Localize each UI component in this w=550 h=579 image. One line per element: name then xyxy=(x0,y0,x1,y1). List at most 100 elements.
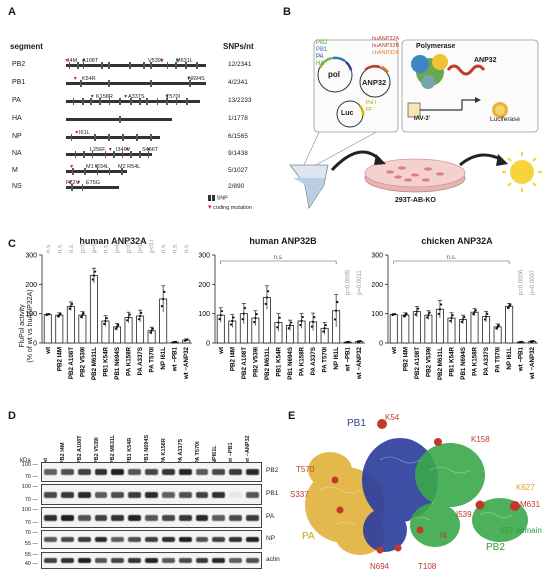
snp-tick xyxy=(122,134,124,141)
segment-name: NA xyxy=(12,150,22,157)
kda-marker: 100 — xyxy=(21,484,38,490)
kda-marker: 40 — xyxy=(24,561,38,567)
data-point xyxy=(427,314,430,317)
blot-row xyxy=(41,552,262,569)
category-label: PA T570I xyxy=(322,347,329,373)
kda-marker: 100 — xyxy=(21,462,38,468)
snp-tick xyxy=(104,151,107,158)
category-label: wt −ANP32 xyxy=(356,346,363,380)
chart-title-human-anp32a: human ANP32A xyxy=(79,236,147,246)
snp-tick xyxy=(108,62,110,69)
snp-tick xyxy=(68,62,71,69)
band xyxy=(94,536,108,543)
polymerase-label: Polymerase xyxy=(416,43,456,50)
coding-mutation-marker: ▾ xyxy=(82,58,86,64)
snp-tick xyxy=(72,98,75,105)
band xyxy=(111,491,125,498)
lane-label: PB2 A108T xyxy=(76,435,83,464)
snp-tick xyxy=(156,98,159,105)
segment-bar xyxy=(66,136,160,139)
snp-tick xyxy=(130,98,132,105)
blot-protein-label: NP xyxy=(266,534,276,542)
category-label: PA A337S xyxy=(310,347,317,375)
category-label: PB1 K54R xyxy=(102,346,109,376)
snps-header: SNPs/nt xyxy=(223,42,254,51)
data-point xyxy=(91,278,94,281)
label-k627: K627 xyxy=(516,483,535,492)
label-i4: I4 xyxy=(440,531,447,540)
category-label: PB2 M631L xyxy=(437,347,444,380)
legend-snp-label: SNP xyxy=(216,195,228,202)
band xyxy=(161,536,175,543)
data-point xyxy=(68,307,71,310)
segment-name: HA xyxy=(12,115,22,122)
band xyxy=(77,514,91,521)
band xyxy=(94,558,108,564)
significance-label: p=0.0137 xyxy=(127,240,133,253)
anp32-structure-label: ANP32 xyxy=(474,57,497,64)
blot-row xyxy=(41,530,262,549)
data-point xyxy=(151,327,154,330)
construct-huanp32b: huANP32B xyxy=(372,43,400,49)
data-point xyxy=(69,305,72,308)
data-point xyxy=(126,319,129,322)
chart-title-human-anp32b: human ANP32B xyxy=(249,236,317,246)
category-label: NP I61L xyxy=(506,347,513,370)
flupol-activity-charts: 0 100 200 300 wt PB2 I4M PB2 A108T PB2 V539I PB2… xyxy=(25,240,538,380)
significance-label: p=0.0033 xyxy=(115,240,121,253)
y-tick-label: 200 xyxy=(25,282,37,289)
category-label: PB2 A108T xyxy=(241,347,248,379)
segment-name: PB1 xyxy=(12,79,26,86)
bar xyxy=(470,311,479,344)
data-point xyxy=(483,318,486,321)
data-point xyxy=(506,306,510,310)
band xyxy=(77,469,91,476)
blot-row xyxy=(41,462,262,482)
band xyxy=(229,491,243,498)
data-point xyxy=(311,320,315,323)
band xyxy=(111,514,125,521)
snp-tick xyxy=(136,134,138,141)
category-label: PB1 N694S xyxy=(287,347,294,380)
snp-tick xyxy=(72,168,74,175)
band xyxy=(145,514,158,521)
mut-pb1-k54r: K54R xyxy=(82,76,96,82)
band xyxy=(212,514,226,521)
plasmid-poli-label: Pol I xyxy=(366,100,377,106)
cell-line-label: 293T-AB-KO xyxy=(395,197,436,204)
snp-tick xyxy=(196,62,198,69)
data-point xyxy=(138,314,142,318)
data-point xyxy=(301,315,304,319)
blot-protein-label: actin xyxy=(266,555,280,563)
legend-snp: SNP xyxy=(208,195,228,201)
legend-coding: ▾ coding mutation xyxy=(208,204,252,211)
band xyxy=(44,469,57,476)
data-point xyxy=(426,316,429,319)
data-point xyxy=(277,321,280,324)
plasmid-pol-label: pol xyxy=(328,70,340,79)
category-label: PB2 I4M xyxy=(229,347,236,371)
snp-tick xyxy=(175,62,177,69)
lane-label: PB1 N694S xyxy=(144,434,151,464)
data-point xyxy=(149,331,152,334)
plasmid-ff-label: FF xyxy=(366,107,373,113)
snp-tick xyxy=(99,98,101,105)
data-point xyxy=(241,318,244,321)
snp-tick xyxy=(143,62,145,69)
data-point xyxy=(163,290,166,293)
snp-tick xyxy=(113,151,115,158)
data-point xyxy=(416,307,420,310)
snp-tick xyxy=(81,184,84,191)
data-point xyxy=(474,309,477,312)
data-point xyxy=(220,310,224,313)
plasmid-label-pa: PA xyxy=(316,54,324,60)
band xyxy=(195,469,209,476)
data-point xyxy=(82,312,85,315)
band xyxy=(161,469,175,476)
data-point xyxy=(242,312,245,315)
snp-tick xyxy=(84,168,86,175)
snp-tick xyxy=(101,62,103,69)
data-point xyxy=(461,318,465,321)
category-label: PB1 N694S xyxy=(114,347,121,380)
significance-label: n.s. xyxy=(103,243,109,253)
